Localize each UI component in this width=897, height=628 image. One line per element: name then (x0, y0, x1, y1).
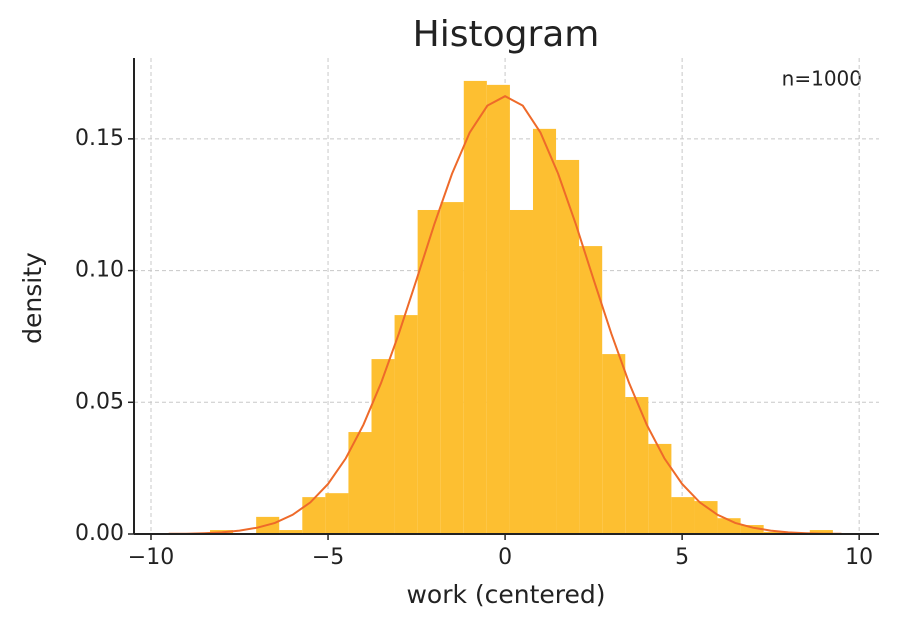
bar (348, 432, 372, 534)
bar (486, 84, 510, 535)
bar (463, 80, 487, 534)
annotation: n=1000 (782, 67, 862, 91)
bar (302, 497, 326, 534)
bar (648, 443, 672, 534)
y-tick-label: 0.15 (75, 126, 124, 151)
x-axis-label: work (centered) (406, 580, 605, 609)
chart-title: Histogram (413, 14, 600, 55)
bar (556, 159, 580, 535)
bar (371, 359, 395, 534)
y-tick-label: 0.00 (75, 521, 124, 546)
bar (532, 128, 557, 534)
bar (625, 397, 649, 534)
bar (809, 530, 833, 534)
y-tick-label: 0.10 (75, 258, 124, 283)
bar (671, 497, 695, 534)
density-curve (168, 95, 842, 535)
x-tick-label: 10 (845, 545, 873, 570)
bar (325, 493, 349, 534)
bar (602, 354, 626, 534)
bar (509, 209, 533, 535)
bar (694, 501, 718, 534)
x-tick-label: −5 (312, 545, 344, 570)
bar (279, 530, 303, 534)
x-tick-label: 0 (498, 545, 512, 570)
bar (417, 209, 441, 535)
bar (440, 202, 464, 534)
y-tick-label: 0.05 (75, 389, 124, 414)
bar (763, 531, 787, 534)
bar (394, 315, 418, 534)
x-tick-label: 5 (675, 545, 689, 570)
x-tick-label: −10 (128, 545, 174, 570)
y-axis-label: density (18, 252, 47, 344)
bar (579, 246, 603, 534)
bar (740, 525, 764, 534)
